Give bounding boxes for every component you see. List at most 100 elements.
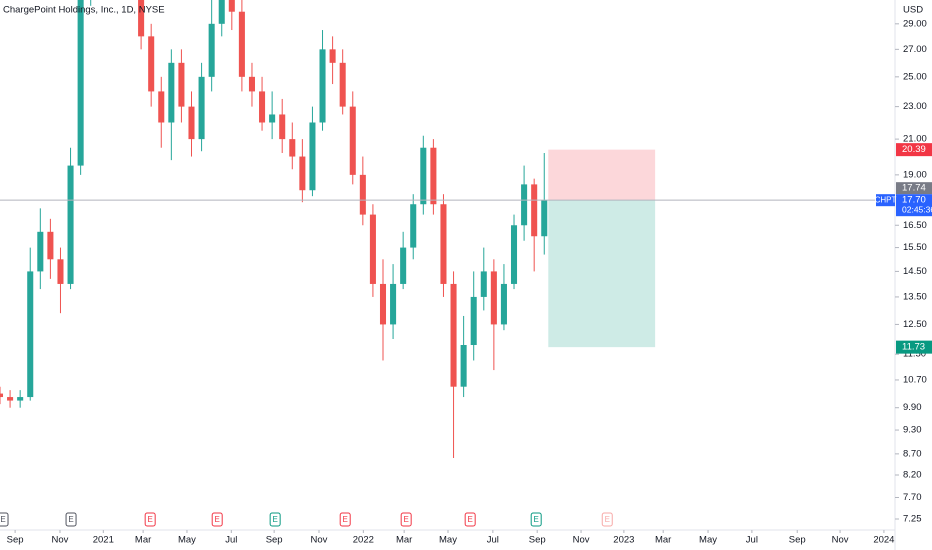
stop-zone <box>548 149 656 201</box>
candle-body <box>188 106 195 140</box>
earnings-marker <box>601 512 613 527</box>
countdown-label: 02:45:36 <box>902 204 932 214</box>
candle-body <box>400 247 407 284</box>
candle-body <box>299 156 306 191</box>
x-tick-label: Sep <box>789 535 806 546</box>
y-tick-label: 23.00 <box>903 101 927 112</box>
candle-body <box>521 184 528 226</box>
entry-price-box <box>896 194 932 217</box>
candle-body <box>259 91 266 123</box>
candle-body <box>208 23 215 77</box>
earnings-label: E <box>0 515 5 524</box>
chart-title: ChargePoint Holdings, Inc., 1D, NYSE <box>3 5 165 16</box>
earnings-marker <box>339 512 351 527</box>
candle-body <box>7 397 14 401</box>
x-tick-label: 2023 <box>613 535 634 546</box>
target-price-label: 11.73 <box>902 342 925 353</box>
y-tick-label: 8.20 <box>903 470 922 481</box>
y-tick-label: 12.50 <box>903 319 927 330</box>
candle-body <box>0 393 4 398</box>
y-tick-label: 13.50 <box>903 291 927 302</box>
last-price-label-box <box>896 182 932 195</box>
candle-body <box>218 0 225 24</box>
earnings-marker <box>211 512 223 527</box>
earnings-label: E <box>272 515 277 524</box>
symbol-label: CHPT <box>875 195 897 204</box>
y-tick-label: 10.70 <box>903 374 927 385</box>
candle-body <box>329 49 336 63</box>
earnings-marker <box>65 512 77 527</box>
candle-body <box>248 76 255 92</box>
x-tick-label: May <box>178 535 196 546</box>
candle-body <box>67 165 74 284</box>
x-tick-label: May <box>439 535 457 546</box>
candle-body <box>319 49 326 123</box>
earnings-label: E <box>343 515 348 524</box>
x-tick-label: 2024 <box>873 535 894 546</box>
candle-body <box>420 147 427 205</box>
earnings-label: E <box>148 515 153 524</box>
y-tick-label: 25.00 <box>903 71 927 82</box>
candle-body <box>27 271 34 398</box>
candle-body <box>17 397 24 401</box>
earnings-marker <box>269 512 281 527</box>
y-tick-label: 9.90 <box>903 402 922 413</box>
candle-body <box>480 271 487 297</box>
earnings-label: E <box>215 515 220 524</box>
candle-body <box>309 122 316 191</box>
stop-price-label: 20.39 <box>902 144 926 155</box>
candle-body <box>148 36 155 92</box>
x-tick-label: Nov <box>573 535 590 546</box>
candle-body <box>510 225 518 284</box>
candle-body <box>138 0 145 37</box>
x-tick-label: Jul <box>487 535 499 546</box>
x-tick-label: 2021 <box>93 535 114 546</box>
candle-body <box>198 76 205 140</box>
earnings-label: E <box>605 515 610 524</box>
candle-body <box>470 296 477 346</box>
candle-body <box>178 62 185 107</box>
x-tick-label: Nov <box>832 535 849 546</box>
candle-body <box>541 200 548 237</box>
earnings-label: E <box>468 515 473 524</box>
target-price-label-box <box>896 340 932 354</box>
candle-body <box>57 259 64 284</box>
candle-body <box>238 11 245 77</box>
x-tick-label: Mar <box>135 535 151 546</box>
candle-body <box>269 114 276 123</box>
earnings-marker <box>144 512 156 527</box>
candle-body <box>279 114 286 140</box>
earnings-marker <box>0 512 9 527</box>
candle-body <box>168 62 175 123</box>
candle-body <box>339 62 346 107</box>
candle-body <box>460 345 467 387</box>
candle-body <box>390 283 397 325</box>
candle-body <box>379 283 387 325</box>
x-tick-label: 2022 <box>353 535 374 546</box>
y-tick-label: 11.50 <box>903 349 926 360</box>
candle-body <box>500 283 507 325</box>
y-tick-label: 7.25 <box>903 514 922 525</box>
y-tick-label: 14.50 <box>903 266 927 277</box>
y-tick-label: 8.70 <box>903 448 922 459</box>
y-tick-label: 29.00 <box>903 18 927 29</box>
x-tick-label: Jul <box>225 535 237 546</box>
earnings-label: E <box>534 515 539 524</box>
candle-body <box>47 231 54 260</box>
earnings-marker <box>400 512 412 527</box>
y-tick-label: 15.50 <box>903 242 927 253</box>
y-tick-label: 19.00 <box>903 169 927 180</box>
candle-body <box>430 147 437 205</box>
stop-price-label-box <box>896 143 932 157</box>
candle-body <box>349 106 356 175</box>
x-tick-label: Sep <box>529 535 546 546</box>
y-tick-label: 9.30 <box>903 425 922 436</box>
symbol-box <box>876 194 895 207</box>
candle-body <box>410 204 417 248</box>
candle-body <box>77 0 84 166</box>
x-tick-label: Sep <box>266 535 283 546</box>
candle-body <box>359 174 366 215</box>
y-tick-label: 7.70 <box>903 492 922 503</box>
